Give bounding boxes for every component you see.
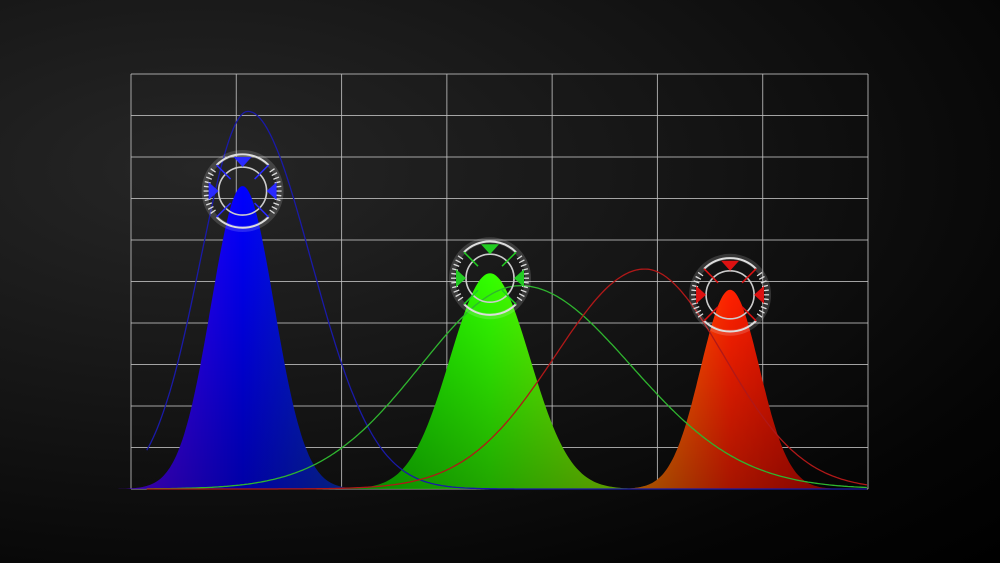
filled-peak-shade (612, 289, 848, 489)
target-reticle-icon (201, 150, 284, 233)
peak-markers (201, 150, 772, 336)
filled-peaks (116, 186, 848, 489)
outline-curve (146, 285, 867, 490)
outline-curve (146, 110, 867, 490)
filled-peak-shade (116, 186, 369, 489)
filled-peak-shade (330, 273, 651, 489)
outline-curve (146, 268, 867, 490)
target-reticle-icon (449, 237, 532, 320)
target-reticle-icon (689, 253, 772, 336)
outline-curves (146, 110, 867, 490)
